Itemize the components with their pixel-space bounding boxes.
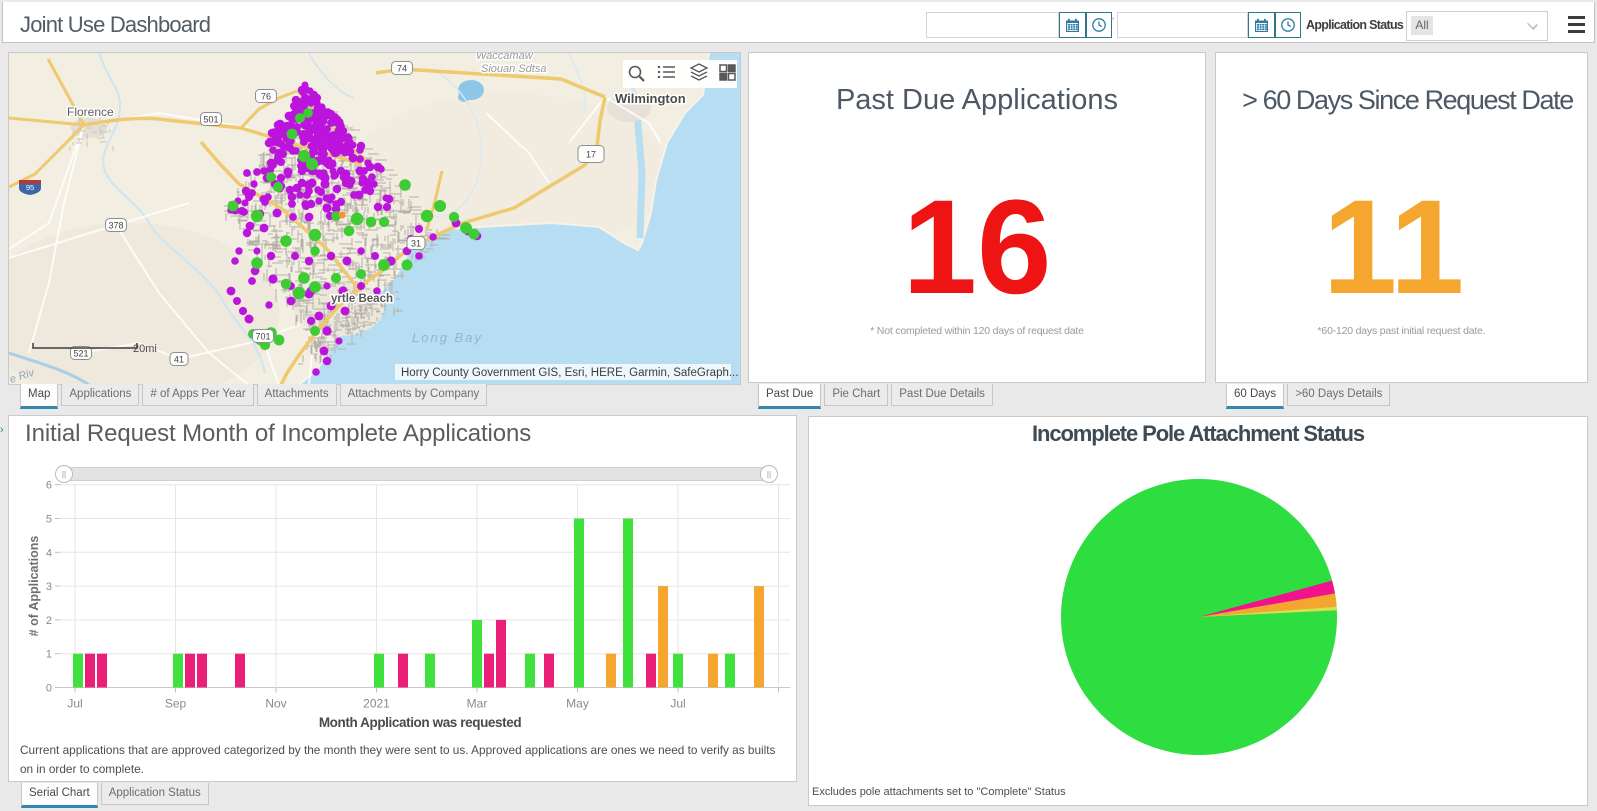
svg-text:41: 41	[174, 355, 184, 365]
svg-text:Jul: Jul	[67, 697, 82, 711]
svg-text:20mi: 20mi	[133, 343, 157, 355]
svg-text:Waccamaw: Waccamaw	[476, 53, 534, 62]
svg-text:Nov: Nov	[265, 697, 286, 711]
svg-text:Siouan Sdtsa: Siouan Sdtsa	[481, 63, 546, 75]
svg-text:6: 6	[46, 480, 52, 492]
svg-text:2: 2	[46, 615, 52, 627]
svg-text:yrtle Beach: yrtle Beach	[331, 293, 393, 305]
svg-text:17: 17	[586, 150, 596, 160]
svg-text:Mar: Mar	[467, 697, 488, 711]
svg-text:Sep: Sep	[165, 697, 187, 711]
svg-text:Florence: Florence	[67, 105, 114, 119]
svg-text:521: 521	[73, 349, 88, 359]
svg-text:Horry County Government GIS, E: Horry County Government GIS, Esri, HERE,…	[401, 367, 738, 379]
svg-text:May: May	[566, 697, 589, 711]
svg-text:2021: 2021	[363, 697, 390, 711]
svg-text:Jul: Jul	[670, 697, 685, 711]
svg-text:1: 1	[46, 649, 52, 661]
svg-text:Long Bay: Long Bay	[412, 330, 483, 345]
svg-text:76: 76	[261, 92, 271, 102]
svg-text:5: 5	[46, 514, 52, 526]
svg-text:95: 95	[26, 183, 34, 192]
svg-text:0: 0	[46, 683, 52, 695]
svg-text:# of Applications: # of Applications	[27, 536, 41, 637]
svg-text:Month Application was requeste: Month Application was requested	[319, 715, 522, 730]
svg-text:31: 31	[411, 239, 421, 249]
svg-text:Wilmington: Wilmington	[615, 91, 686, 106]
svg-text:378: 378	[108, 221, 123, 231]
svg-text:4: 4	[46, 547, 52, 559]
svg-text:501: 501	[203, 115, 218, 125]
svg-text:3: 3	[46, 581, 52, 593]
svg-text:701: 701	[255, 332, 270, 342]
svg-text:74: 74	[397, 64, 407, 74]
